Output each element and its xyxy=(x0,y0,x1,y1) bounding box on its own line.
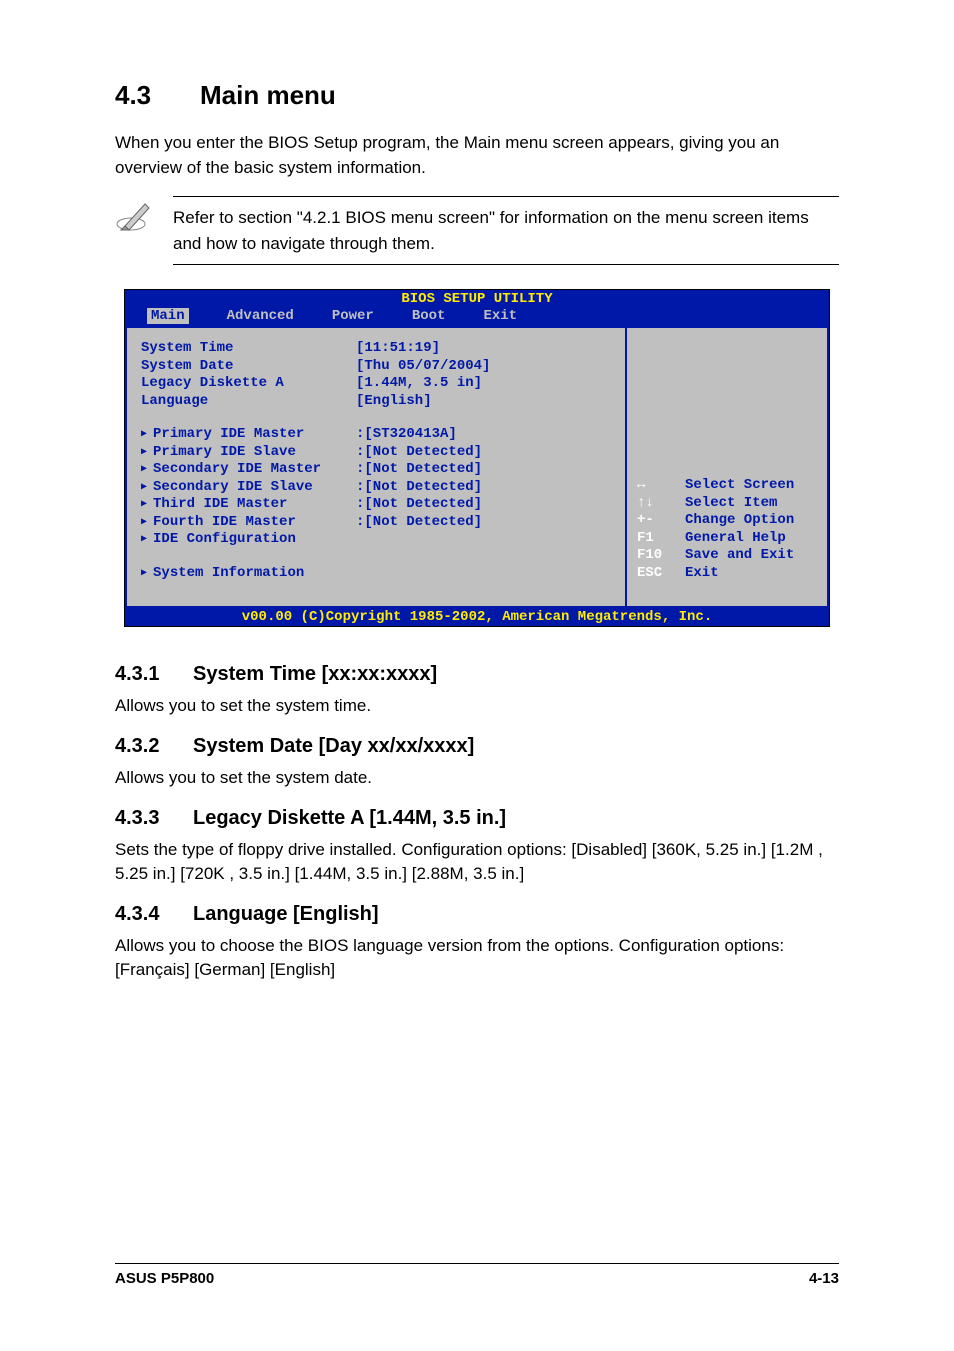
bios-help-key: +- xyxy=(637,512,685,530)
subsection-number: 4.3.4 xyxy=(115,903,193,926)
bios-field-label: Legacy Diskette A xyxy=(141,375,356,393)
bios-field-label: Primary IDE Slave xyxy=(141,444,356,462)
bios-help-key: F1 xyxy=(637,530,685,548)
subsection-number: 4.3.1 xyxy=(115,663,193,686)
note-block: Refer to section "4.2.1 BIOS menu screen… xyxy=(115,196,839,265)
bios-field-label: IDE Configuration xyxy=(141,531,356,549)
bios-tab-boot: Boot xyxy=(412,308,446,324)
subsection-body: Allows you to set the system date. xyxy=(115,766,839,791)
bios-screenshot: BIOS SETUP UTILITY Main Advanced Power Boot… xyxy=(124,289,830,627)
intro-text: When you enter the BIOS Setup program, t… xyxy=(115,131,839,180)
note-text: Refer to section "4.2.1 BIOS menu screen… xyxy=(173,196,839,265)
bios-tab-advanced: Advanced xyxy=(227,308,294,324)
subsection-title: Language [English] xyxy=(193,903,379,925)
bios-field-label: Fourth IDE Master xyxy=(141,514,356,532)
bios-field-label: Secondary IDE Slave xyxy=(141,479,356,497)
bios-submenu-row: Primary IDE Master:[ST320413A] xyxy=(141,426,611,444)
subsection-body: Allows you to set the system time. xyxy=(115,694,839,719)
bios-help-text: Select Screen xyxy=(685,477,794,495)
subsection-title: Legacy Diskette A [1.44M, 3.5 in.] xyxy=(193,807,506,829)
bios-submenu-row: Secondary IDE Slave:[Not Detected] xyxy=(141,479,611,497)
bios-field-label: Third IDE Master xyxy=(141,496,356,514)
subsection-body: Allows you to choose the BIOS language v… xyxy=(115,934,839,983)
bios-help-text: Select Item xyxy=(685,495,777,513)
section-title: Main menu xyxy=(200,80,336,110)
bios-field-value: [English] xyxy=(356,393,611,411)
bios-help-key: ↑↓ xyxy=(637,495,685,513)
bios-help-key: ↔ xyxy=(637,477,685,495)
subsection-number: 4.3.2 xyxy=(115,735,193,758)
bios-field-value xyxy=(356,531,611,549)
bios-footer: v00.00 (C)Copyright 1985-2002, American … xyxy=(125,608,829,626)
subsection-heading: 4.3.3Legacy Diskette A [1.44M, 3.5 in.] xyxy=(115,807,839,830)
bios-field-value: [Thu 05/07/2004] xyxy=(356,358,611,376)
bios-help-key: ESC xyxy=(637,565,685,583)
bios-field-value: :[ST320413A] xyxy=(356,426,611,444)
page-footer: ASUS P5P800 4-13 xyxy=(115,1263,839,1287)
bios-menubar: Main Advanced Power Boot Exit xyxy=(125,308,829,326)
bios-row: Language[English] xyxy=(141,393,611,411)
subsection-number: 4.3.3 xyxy=(115,807,193,830)
bios-main-panel: System Time[11:51:19]System Date[Thu 05/… xyxy=(127,328,627,606)
bios-field-value: :[Not Detected] xyxy=(356,444,611,462)
bios-field-value: [1.44M, 3.5 in] xyxy=(356,375,611,393)
bios-field-label: Primary IDE Master xyxy=(141,426,356,444)
subsection-heading: 4.3.1System Time [xx:xx:xxxx] xyxy=(115,663,839,686)
bios-help-row: ↔Select Screen xyxy=(637,477,817,495)
bios-submenu-row: Secondary IDE Master:[Not Detected] xyxy=(141,461,611,479)
bios-help-panel: ↔Select Screen↑↓Select Item+-Change Opti… xyxy=(627,328,827,606)
bios-submenu-row: IDE Configuration xyxy=(141,531,611,549)
bios-submenu-row: System Information xyxy=(141,565,611,583)
bios-help-row: ESCExit xyxy=(637,565,817,583)
bios-field-label: System Information xyxy=(141,565,356,583)
bios-help-row: F10Save and Exit xyxy=(637,547,817,565)
subsection-body: Sets the type of floppy drive installed.… xyxy=(115,838,839,887)
footer-right: 4-13 xyxy=(809,1270,839,1287)
bios-tab-main: Main xyxy=(147,308,189,324)
bios-row: System Time[11:51:19] xyxy=(141,340,611,358)
bios-field-value: :[Not Detected] xyxy=(356,514,611,532)
bios-submenu-row: Fourth IDE Master:[Not Detected] xyxy=(141,514,611,532)
bios-submenu-row: Third IDE Master:[Not Detected] xyxy=(141,496,611,514)
bios-field-value: [11:51:19] xyxy=(356,340,611,358)
bios-row: System Date[Thu 05/07/2004] xyxy=(141,358,611,376)
bios-field-label: Secondary IDE Master xyxy=(141,461,356,479)
section-heading: 4.3Main menu xyxy=(115,80,839,111)
bios-field-value: :[Not Detected] xyxy=(356,496,611,514)
bios-title: BIOS SETUP UTILITY xyxy=(125,290,829,308)
bios-field-value: :[Not Detected] xyxy=(356,479,611,497)
bios-help-text: Exit xyxy=(685,565,719,583)
bios-submenu-row: Primary IDE Slave:[Not Detected] xyxy=(141,444,611,462)
bios-help-text: Save and Exit xyxy=(685,547,794,565)
bios-body: System Time[11:51:19]System Date[Thu 05/… xyxy=(125,326,829,608)
bios-help-text: Change Option xyxy=(685,512,794,530)
bios-field-label: System Date xyxy=(141,358,356,376)
subsection-heading: 4.3.4Language [English] xyxy=(115,903,839,926)
bios-field-label: System Time xyxy=(141,340,356,358)
pencil-icon xyxy=(115,196,173,237)
bios-help-row: F1General Help xyxy=(637,530,817,548)
subsection-title: System Date [Day xx/xx/xxxx] xyxy=(193,735,474,757)
bios-help-key: F10 xyxy=(637,547,685,565)
bios-row: Legacy Diskette A[1.44M, 3.5 in] xyxy=(141,375,611,393)
section-number: 4.3 xyxy=(115,80,200,111)
footer-left: ASUS P5P800 xyxy=(115,1270,214,1287)
bios-help-text: General Help xyxy=(685,530,786,548)
bios-field-label: Language xyxy=(141,393,356,411)
subsection-title: System Time [xx:xx:xxxx] xyxy=(193,663,437,685)
bios-tab-power: Power xyxy=(332,308,374,324)
subsection-heading: 4.3.2System Date [Day xx/xx/xxxx] xyxy=(115,735,839,758)
bios-help-row: ↑↓Select Item xyxy=(637,495,817,513)
bios-tab-exit: Exit xyxy=(483,308,517,324)
bios-help-row: +-Change Option xyxy=(637,512,817,530)
bios-field-value: :[Not Detected] xyxy=(356,461,611,479)
